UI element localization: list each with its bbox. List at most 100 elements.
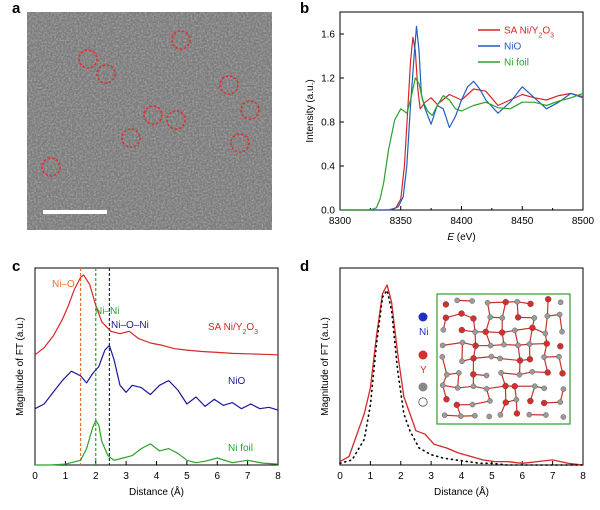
o-atom xyxy=(526,341,533,347)
bond xyxy=(442,341,463,346)
o-atom xyxy=(454,385,461,391)
y-atom xyxy=(527,397,534,405)
o-atom xyxy=(532,383,538,389)
o-atom xyxy=(497,355,503,362)
bond xyxy=(472,400,491,406)
o-atom xyxy=(484,299,491,306)
x-axis-label: E (eV) xyxy=(447,232,475,243)
y-atom xyxy=(502,399,509,406)
panel-d-chart: 0 1 2 3 4 5 6 7 8 Distance (Å) Magnitude of FT (a.… xyxy=(320,267,586,498)
tem-atom-circle xyxy=(230,133,250,153)
x-tick-label: 8400 xyxy=(450,216,473,227)
x-tick-label: 6 xyxy=(519,471,525,482)
scale-bar xyxy=(43,210,107,214)
y-atom xyxy=(511,383,518,390)
o-atom xyxy=(556,353,562,360)
o-atom xyxy=(459,358,465,365)
o-atom xyxy=(441,412,448,418)
o-atom xyxy=(487,314,493,320)
x-tick-label: 8500 xyxy=(572,216,595,227)
tem-atom-circle xyxy=(219,75,239,95)
tem-atom-circle xyxy=(143,105,163,125)
y-atom xyxy=(458,310,465,317)
o-atom xyxy=(459,339,466,346)
annotation-ni-o-ni: Ni–O–Ni xyxy=(111,320,149,331)
y-atom xyxy=(470,355,477,362)
x-tick-label: 2 xyxy=(93,471,99,482)
x-tick-label: 2 xyxy=(398,471,404,482)
annotation-ni-ni: Ni–Ni xyxy=(95,306,119,317)
legend-ni-label: Ni xyxy=(419,327,428,338)
y-tick-label: 0.8 xyxy=(321,118,335,129)
x-tick-label: 8350 xyxy=(390,216,413,227)
o-atom xyxy=(557,399,563,405)
o-atom xyxy=(439,354,446,360)
series-line xyxy=(340,25,584,211)
x-tick-label: 1 xyxy=(63,471,69,482)
y-atom xyxy=(545,296,552,303)
tem-atom-circle xyxy=(171,30,191,50)
o-atom xyxy=(560,414,567,420)
panel-a-tem-image xyxy=(27,12,272,230)
panel-b-chart: 8300 8350 8400 8450 8500 0.0 0.4 0.8 1.2 1.6 E (eV… xyxy=(305,11,595,243)
y-tick-label: 0.4 xyxy=(321,162,335,173)
o-atom xyxy=(486,413,492,420)
x-tick-label: 6 xyxy=(214,471,220,482)
x-tick-label: 8450 xyxy=(511,216,534,227)
x-tick-label: 0 xyxy=(32,471,38,482)
x-axis-label: Distance (Å) xyxy=(129,485,184,498)
panel-c-letter: c xyxy=(12,258,21,275)
y-atom xyxy=(502,298,509,306)
series-line xyxy=(339,284,584,466)
series-line xyxy=(340,36,584,211)
tem-atom-circle xyxy=(121,128,141,148)
y-atom xyxy=(543,340,550,347)
x-tick-label: 7 xyxy=(550,471,556,482)
series-label-nio: NiO xyxy=(228,376,245,387)
y-atom xyxy=(458,326,465,334)
o-atom xyxy=(543,412,549,418)
o-atom xyxy=(499,315,505,321)
o-atom xyxy=(559,328,565,335)
bond xyxy=(441,356,448,375)
x-tick-label: 8300 xyxy=(329,216,352,227)
series-label-ni-foil: Ni foil xyxy=(228,443,253,454)
legend-ni-dot xyxy=(418,312,428,322)
y-atom xyxy=(453,401,460,409)
o-atom xyxy=(512,327,518,334)
series-line xyxy=(340,77,584,211)
o-atom xyxy=(488,353,495,360)
bond xyxy=(544,316,548,334)
series-line xyxy=(34,274,279,356)
o-atom xyxy=(529,369,535,375)
o-atom xyxy=(560,386,567,392)
legend-label: NiO xyxy=(504,42,521,53)
bond xyxy=(501,372,520,376)
o-atom xyxy=(469,401,476,408)
o-atom xyxy=(541,385,547,392)
y-atom xyxy=(443,396,450,403)
o-atom xyxy=(498,370,504,376)
tem-atom-circle xyxy=(41,157,61,177)
x-tick-label: 5 xyxy=(489,471,495,482)
tem-texture xyxy=(27,12,272,230)
o-atom xyxy=(516,371,523,378)
y-atom xyxy=(527,300,534,308)
o-atom xyxy=(513,396,520,403)
y-atom xyxy=(544,369,551,376)
x-tick-label: 4 xyxy=(154,471,160,482)
tem-atom-circle xyxy=(240,100,260,120)
bond xyxy=(500,357,521,362)
o-atom xyxy=(469,298,475,304)
o-atom xyxy=(454,297,460,304)
o-atom xyxy=(487,398,493,404)
tem-atom-markers xyxy=(41,30,260,177)
x-tick-label: 8 xyxy=(275,471,281,482)
legend-label: Ni foil xyxy=(504,58,529,69)
o-atom xyxy=(470,383,477,390)
annotation-ni-o: Ni–O xyxy=(52,279,75,290)
o-atom xyxy=(472,412,478,419)
tem-atom-circle xyxy=(78,49,98,69)
x-axis-label: Distance (Å) xyxy=(434,485,489,498)
